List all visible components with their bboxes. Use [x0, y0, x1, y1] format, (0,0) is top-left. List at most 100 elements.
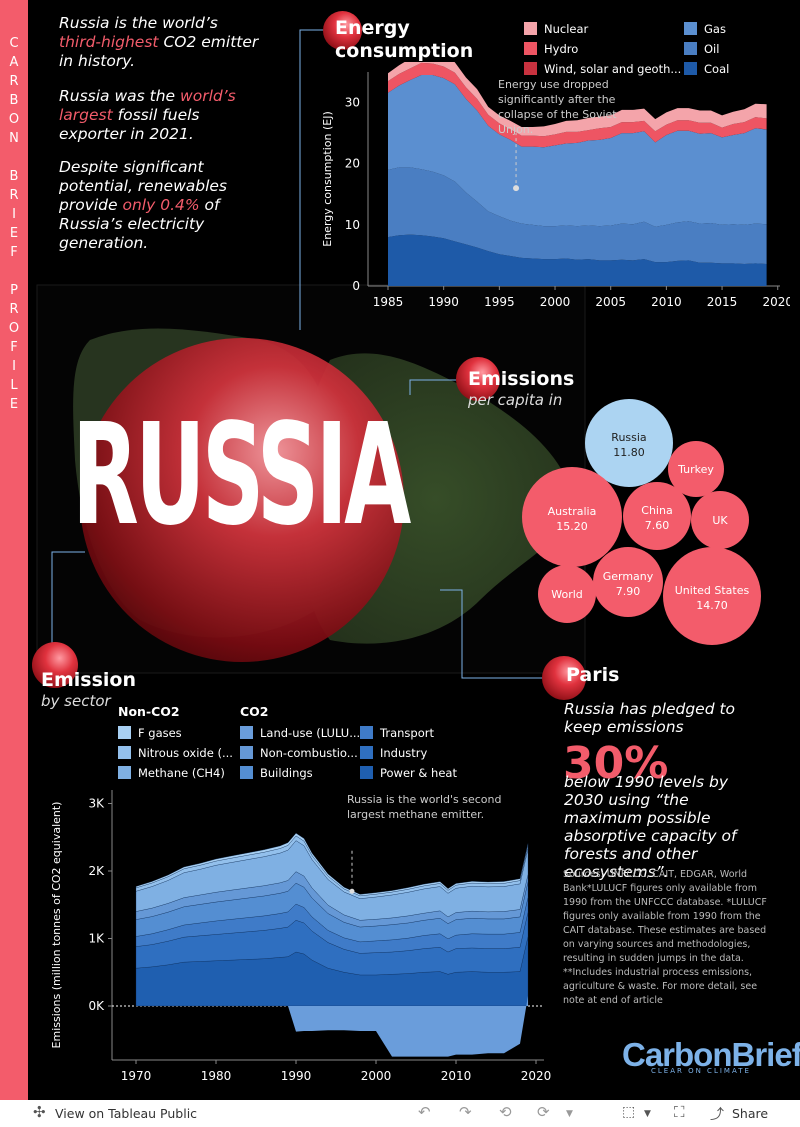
bubble-germany	[593, 547, 663, 617]
energy-legend: Nuclear Hydro Wind, solar and geoth... Gas O…	[524, 22, 764, 82]
sector-title: Emission	[41, 669, 136, 691]
bubble-label-world: World	[551, 588, 583, 601]
energy-legend-item[interactable]: Wind, solar and geoth...	[524, 62, 681, 76]
bubble-label-germany: Germany	[603, 570, 654, 583]
energy-chart: 0 10 20 30 1985 1990 1995 2000 2005 2010 2015 2020 E…	[321, 62, 790, 309]
revert-icon[interactable]: ⟲	[499, 1103, 512, 1121]
sector-legend-item[interactable]: Power & heat	[360, 766, 457, 780]
sector-annotation-text: Russia is the world's second	[347, 793, 501, 806]
energy-xtick-label: 2015	[707, 295, 738, 309]
tableau-footer: ✣ View on Tableau Public ↶ ↷ ⟲ ⟳ ▼ ⬚ ▼ ⛶…	[0, 1100, 800, 1127]
sector-legend-item[interactable]: Nitrous oxide (...	[118, 746, 233, 760]
energy-legend-item[interactable]: Oil	[684, 42, 719, 56]
sector-ytick-label: 1K	[88, 932, 105, 946]
sector-xtick-label: 1990	[281, 1069, 312, 1083]
legend-label: Buildings	[260, 766, 313, 780]
energy-ytick-label: 10	[345, 218, 360, 232]
legend-label: Industry	[380, 746, 428, 760]
sector-ytick-label: 2K	[88, 864, 105, 878]
bubble-label-united-states: United States	[675, 584, 750, 597]
legend-label: Non-combustio...	[260, 746, 358, 760]
sector-legend-item[interactable]: Methane (CH4)	[118, 766, 225, 780]
share-icon[interactable]: ⤴	[710, 1107, 724, 1123]
redo-icon[interactable]: ↷	[459, 1103, 472, 1121]
energy-annotation-text: Unjon.	[498, 123, 533, 136]
paris-ball-icon	[542, 656, 586, 700]
sector-legend-item[interactable]: Industry	[360, 746, 427, 760]
sector-ytick-label: 0K	[88, 999, 105, 1013]
legend-swatch	[360, 726, 373, 739]
sector-legend-item[interactable]: F gases	[118, 726, 182, 740]
legend-swatch	[684, 42, 697, 55]
legend-swatch	[118, 726, 131, 739]
sector-legend-item[interactable]: Land-use (LULU...	[240, 726, 360, 740]
sector-legend-item[interactable]: Non-combustio...	[240, 746, 358, 760]
connector-paris	[440, 589, 545, 679]
bubble-china	[623, 482, 691, 550]
intro-paragraph-2: Russia was the world’s largest fossil fu…	[59, 87, 236, 143]
legend-swatch	[360, 746, 373, 759]
emissions-ball-icon	[456, 357, 500, 401]
chevron-down-icon[interactable]: ▼	[566, 1109, 573, 1119]
intro-paragraph-1: Russia is the world’s third-highest CO2 …	[59, 14, 259, 70]
legend-label: Nuclear	[544, 22, 589, 36]
energy-legend-item[interactable]: Nuclear	[524, 22, 588, 36]
sector-legend-item[interactable]: Buildings	[240, 766, 313, 780]
energy-series-hydro	[388, 62, 767, 148]
paris-title: Paris	[566, 664, 620, 686]
download-icon[interactable]: ⬚	[622, 1104, 636, 1120]
background-map	[36, 29, 586, 679]
sector-legend: Non-CO2 CO2 F gases Nitrous oxide (... Met…	[118, 704, 488, 784]
energy-annotation-text: Energy use dropped	[498, 78, 609, 91]
country-title: RUSSIA	[72, 394, 411, 557]
legend-swatch	[684, 22, 697, 35]
bubble-uk	[691, 491, 749, 549]
energy-series-coal	[388, 234, 767, 286]
carbonbrief-tagline: CLEAR ON CLIMATE	[651, 1067, 751, 1075]
sector-annotation-text: largest methane emitter.	[347, 808, 484, 821]
emissions-subtitle: per capita in	[468, 391, 563, 409]
legend-label: Coal	[704, 62, 730, 76]
sector-xtick-label: 2020	[521, 1069, 552, 1083]
connector-sector	[51, 551, 85, 665]
bubble-value-australia: 15.20	[556, 520, 588, 533]
legend-label: Hydro	[544, 42, 579, 56]
bubble-value-china: 7.60	[645, 519, 670, 532]
fullscreen-icon[interactable]: ⛶	[674, 1103, 685, 1121]
sector-ball-icon	[32, 642, 78, 688]
bubble-russia	[585, 399, 673, 487]
connector-emissions	[409, 379, 460, 395]
tableau-icon: ✣	[33, 1103, 46, 1121]
sector-series-land-use	[136, 995, 528, 1057]
legend-label: Oil	[704, 42, 720, 56]
share-button[interactable]: Share	[732, 1106, 769, 1121]
view-on-tableau-link[interactable]: View on Tableau Public	[55, 1106, 198, 1121]
legend-swatch	[240, 726, 253, 739]
sector-legend-item[interactable]: Transport	[360, 726, 434, 740]
legend-swatch	[524, 22, 537, 35]
legend-header-co2: CO2	[240, 704, 269, 719]
energy-series-gas	[388, 75, 767, 227]
energy-xtick-label: 2000	[540, 295, 571, 309]
energy-legend-item[interactable]: Coal	[684, 62, 729, 76]
energy-legend-item[interactable]: Hydro	[524, 42, 578, 56]
bubble-turkey	[668, 441, 724, 497]
energy-annotation-text: significantly after the	[498, 93, 616, 106]
energy-series-oil	[388, 167, 767, 264]
energy-xtick-label: 1985	[373, 295, 404, 309]
bubble-label-australia: Australia	[548, 505, 597, 518]
undo-icon[interactable]: ↶	[418, 1103, 431, 1121]
bubble-united-states	[663, 547, 761, 645]
energy-legend-item[interactable]: Gas	[684, 22, 726, 36]
bubble-value-germany: 7.90	[616, 585, 641, 598]
energy-ytick-label: 30	[345, 96, 360, 110]
download-chevron-icon[interactable]: ▼	[644, 1109, 651, 1119]
legend-swatch	[524, 62, 537, 75]
refresh-icon[interactable]: ⟳	[537, 1103, 550, 1121]
bubble-value-russia: 11.80	[613, 446, 645, 459]
bubble-label-russia: Russia	[611, 431, 646, 444]
bubble-world	[538, 565, 596, 623]
energy-xtick-label: 2020	[762, 295, 790, 309]
